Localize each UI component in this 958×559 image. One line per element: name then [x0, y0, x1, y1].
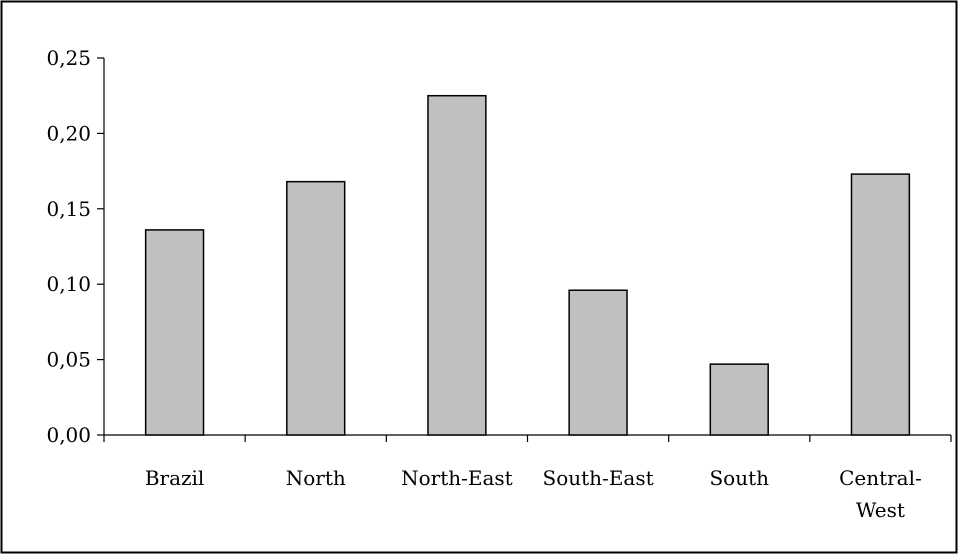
y-tick-label: 0,00 [46, 423, 91, 447]
x-tick-label: South-East [543, 466, 654, 490]
bar-north [286, 180, 346, 436]
x-tick-labels: Brazil North North-East South-East South Cent… [145, 466, 922, 522]
y-axis [97, 57, 105, 436]
x-tick-label: North-East [401, 466, 513, 490]
x-tick-label: North [286, 466, 346, 490]
x-axis [103, 434, 952, 442]
y-tick-label: 0,20 [46, 121, 91, 145]
x-tick-label-line: South-East [543, 466, 654, 490]
bar-central-west [850, 173, 911, 436]
y-tick-label: 0,15 [46, 197, 91, 221]
x-tick-label-line: West [856, 498, 905, 522]
x-tick-label-line: Brazil [145, 466, 205, 490]
x-tick-label-line: North [286, 466, 346, 490]
x-tick-label-line: Central- [839, 466, 922, 490]
x-tick-label-line: North-East [401, 466, 513, 490]
x-tick-label: South [709, 466, 769, 490]
bars-group [144, 94, 911, 436]
y-tick-label: 0,05 [46, 348, 91, 372]
x-tick-label-line: South [709, 466, 769, 490]
y-tick-label: 0,10 [46, 272, 91, 296]
bar-brazil [144, 229, 205, 436]
y-tick-labels: 0,00 0,05 0,10 0,15 0,20 0,25 [46, 46, 91, 447]
x-tick-label: Central- West [839, 466, 922, 522]
bar-south [709, 363, 769, 436]
x-tick-label: Brazil [145, 466, 205, 490]
bar-north-east [427, 94, 487, 436]
bar-south-east [568, 289, 628, 436]
y-tick-label: 0,25 [46, 46, 91, 70]
